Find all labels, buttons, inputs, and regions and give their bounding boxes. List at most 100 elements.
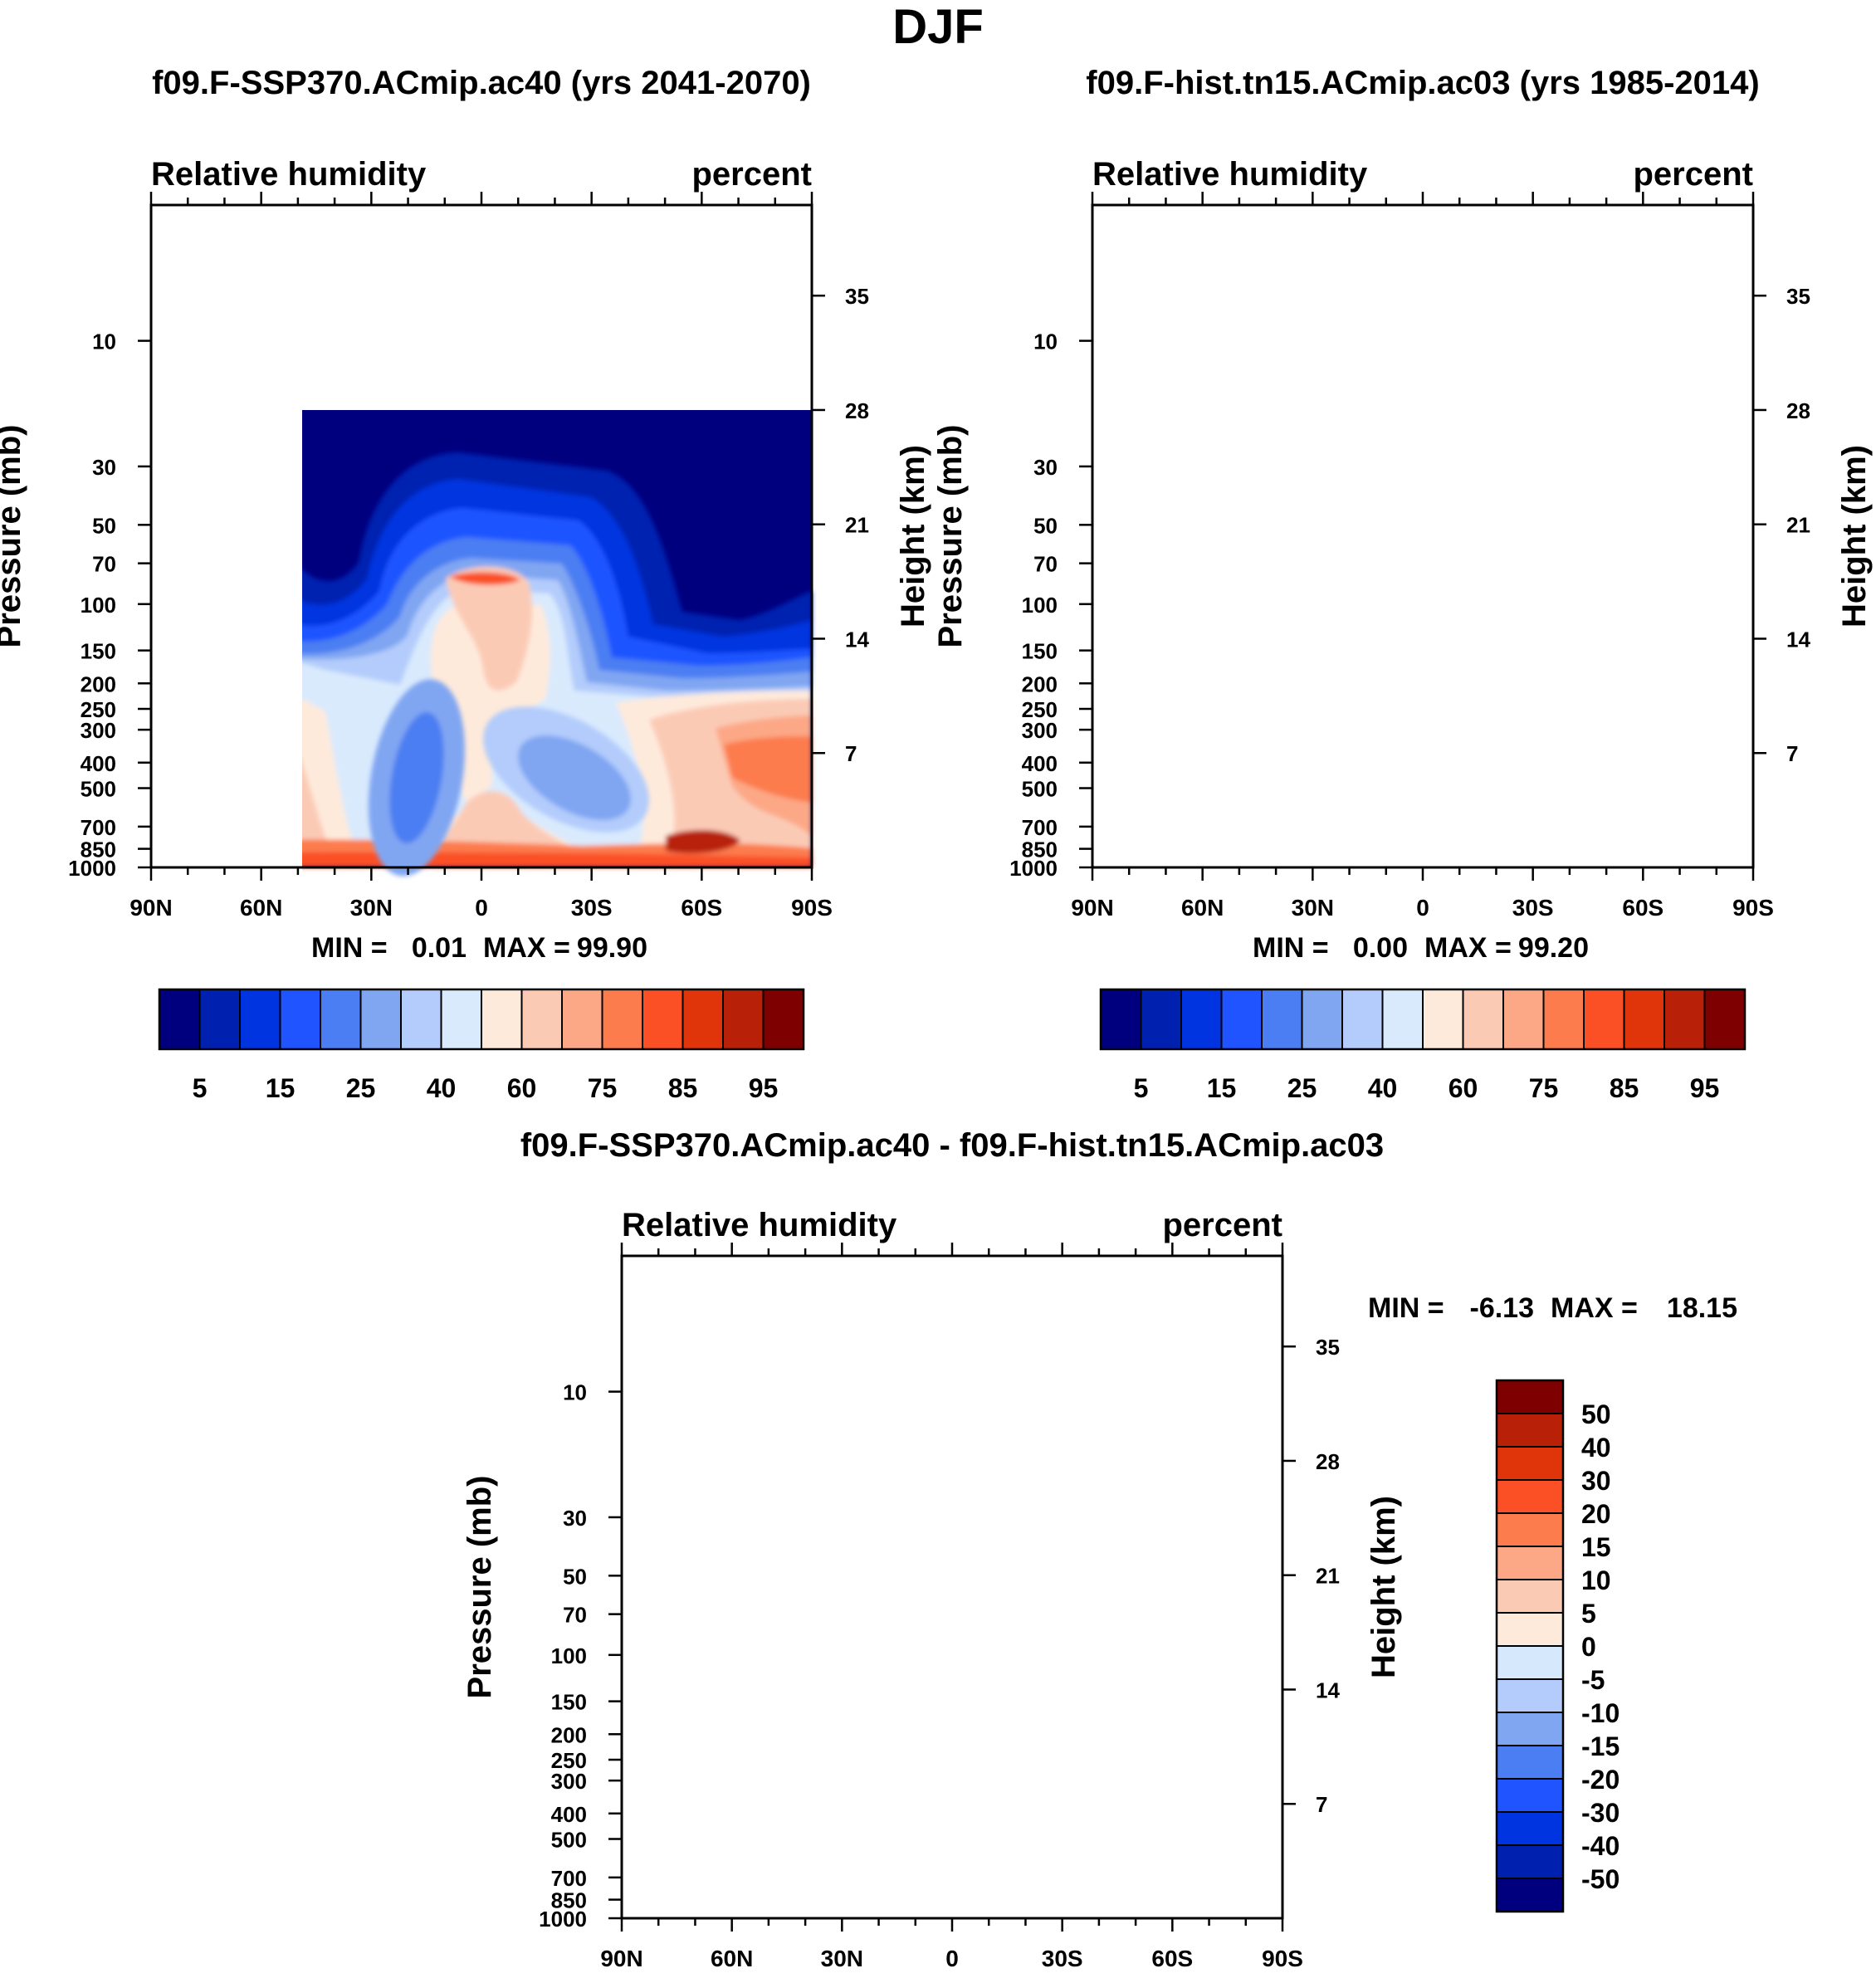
difference-colorbar-label: -50 — [1581, 1864, 1620, 1894]
right-y-tick-label: 30 — [1033, 455, 1058, 480]
right-colorbar-swatch — [1341, 989, 1384, 1050]
right-colorbar-swatch — [1542, 989, 1585, 1050]
panel-difference: f09.F-SSP370.ACmip.ac40 - f09.F-hist.tn1… — [462, 1127, 1737, 1971]
right-y2-tick-label: 28 — [1786, 398, 1810, 423]
left-colorbar-swatch — [642, 989, 684, 1050]
difference-y-tick-label: 300 — [551, 1769, 587, 1794]
left-y2-tick-label: 28 — [845, 398, 869, 423]
difference-y-tick-label: 150 — [551, 1690, 587, 1715]
right-colorbar-swatch — [1180, 989, 1223, 1050]
panel-left: f09.F-SSP370.ACmip.ac40 (yrs 2041-2070) R… — [0, 65, 931, 1103]
difference-colorbar-swatch — [1496, 1380, 1564, 1414]
left-y-tick-label: 70 — [92, 552, 116, 577]
left-colorbar-swatch — [762, 989, 804, 1050]
left-colorbar-swatch — [239, 989, 281, 1050]
difference-colorbar-swatch — [1496, 1446, 1564, 1481]
difference-y-tick-label: 500 — [551, 1828, 587, 1853]
difference-y-axis-title: Pressure (mb) — [462, 1476, 498, 1699]
difference-colorbar-label: -5 — [1581, 1665, 1605, 1695]
left-colorbar-label: 25 — [346, 1073, 376, 1103]
left-y-tick-label: 850 — [81, 838, 116, 862]
right-y-tick-label: 400 — [1022, 751, 1058, 776]
left-y-tick-label: 50 — [92, 513, 116, 538]
right-x-tick-label: 60N — [1181, 895, 1224, 921]
left-y-tick-label: 1000 — [68, 856, 116, 881]
left-y-tick-label: 300 — [81, 718, 116, 743]
left-colorbar-swatch — [520, 989, 563, 1050]
right-colorbar-label: 85 — [1610, 1073, 1639, 1103]
right-colorbar-swatch — [1381, 989, 1424, 1050]
left-x-tick-label: 30N — [350, 895, 393, 921]
right-x-tick-label: 30S — [1512, 895, 1554, 921]
right-x-tick-label: 0 — [1416, 895, 1429, 921]
left-y-tick-label: 30 — [92, 455, 116, 480]
left-y-tick-label: 150 — [81, 639, 116, 664]
left-units-label: percent — [692, 156, 813, 193]
difference-y-tick-label: 250 — [551, 1748, 587, 1773]
right-colorbar-label: 25 — [1287, 1073, 1317, 1103]
right-y-tick-label: 70 — [1033, 552, 1058, 577]
difference-y2-tick-label: 7 — [1316, 1792, 1327, 1817]
right-y-tick-label: 300 — [1022, 718, 1058, 743]
right-min-label: MIN = — [1253, 932, 1329, 964]
difference-colorbar-label: 50 — [1581, 1399, 1611, 1429]
left-y-tick-label: 100 — [81, 593, 116, 618]
left-colorbar-swatch — [400, 989, 442, 1050]
right-colorbar-swatch — [1703, 989, 1746, 1050]
right-y-tick-label: 10 — [1033, 330, 1058, 354]
difference-colorbar-swatch — [1496, 1712, 1564, 1746]
left-x-tick-label: 60S — [681, 895, 722, 921]
left-colorbar-swatch — [440, 989, 482, 1050]
difference-colorbar-label: -30 — [1581, 1798, 1620, 1828]
difference-colorbar-swatch — [1496, 1479, 1564, 1514]
right-colorbar-swatch — [1261, 989, 1303, 1050]
right-y-tick-label: 50 — [1033, 513, 1058, 538]
difference-min-label: MIN = — [1368, 1292, 1444, 1324]
right-colorbar-swatch — [1422, 989, 1464, 1050]
difference-colorbar-swatch — [1496, 1612, 1564, 1647]
left-y-tick-label: 700 — [81, 815, 116, 840]
difference-colorbar-swatch — [1496, 1413, 1564, 1448]
right-y-tick-label: 100 — [1022, 593, 1058, 618]
left-min-value: 0.01 — [412, 932, 467, 964]
difference-y-tick-label: 400 — [551, 1802, 587, 1827]
right-y2-tick-label: 7 — [1786, 741, 1798, 766]
difference-y-tick-label: 10 — [563, 1380, 587, 1405]
left-y-tick-label: 500 — [81, 777, 116, 802]
left-colorbar-label: 5 — [193, 1073, 208, 1103]
figure-title: DJF — [892, 0, 984, 54]
right-colorbar-label: 95 — [1690, 1073, 1720, 1103]
left-max-value: 99.90 — [577, 932, 647, 964]
difference-contour-fills — [622, 1256, 1282, 1918]
difference-x-tick-label: 60N — [711, 1946, 753, 1971]
difference-y-tick-label: 700 — [551, 1866, 587, 1891]
left-colorbar-label: 60 — [507, 1073, 537, 1103]
left-colorbar-label: 95 — [749, 1073, 779, 1103]
difference-colorbar-swatch — [1496, 1778, 1564, 1813]
left-contour-field — [151, 205, 812, 884]
left-y-tick-label: 400 — [81, 751, 116, 776]
right-colorbar-swatch — [1220, 989, 1263, 1050]
difference-plot-frame — [620, 1254, 1284, 1920]
left-colorbar-swatch — [722, 989, 765, 1050]
right-x-tick-label: 90S — [1732, 895, 1774, 921]
right-y-tick-label: 850 — [1022, 838, 1058, 862]
left-y-axis-title: Pressure (mb) — [0, 425, 27, 648]
difference-colorbar-swatch — [1496, 1745, 1564, 1780]
right-y-tick-label: 200 — [1022, 672, 1058, 696]
difference-colorbar-label: 20 — [1581, 1499, 1611, 1529]
left-x-tick-label: 60N — [240, 895, 282, 921]
left-x-tick-label: 0 — [475, 895, 488, 921]
right-colorbar-frame — [1099, 988, 1747, 1051]
difference-max-value: 18.15 — [1667, 1292, 1737, 1324]
right-units-label: percent — [1634, 156, 1754, 193]
right-colorbar-swatch — [1623, 989, 1665, 1050]
left-colorbar-swatch — [481, 989, 523, 1050]
difference-x-tick-label: 90S — [1262, 1946, 1303, 1971]
left-y2-tick-label: 14 — [845, 627, 869, 652]
difference-x-tick-label: 60S — [1151, 1946, 1193, 1971]
difference-max-label: MAX = — [1551, 1292, 1638, 1324]
left-title: f09.F-SSP370.ACmip.ac40 (yrs 2041-2070) — [152, 65, 811, 101]
right-y-tick-label: 700 — [1022, 815, 1058, 840]
